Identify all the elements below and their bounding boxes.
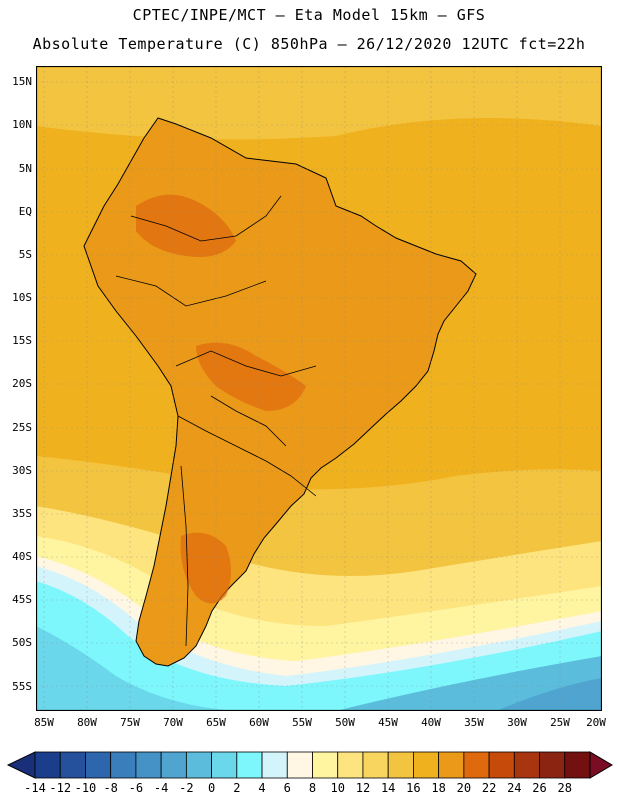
lat-label: 5S: [18, 248, 32, 261]
colorbar-segment: [362, 751, 389, 779]
colorbar-label: 24: [507, 781, 522, 795]
colorbar-over-arrow: [589, 751, 613, 779]
lon-label: 65W: [206, 716, 226, 729]
lon-label: 25W: [550, 716, 570, 729]
lat-label: 10N: [12, 118, 32, 131]
band-cyan2: [36, 626, 236, 711]
colorbar-segment: [312, 751, 339, 779]
lat-label: 25S: [12, 421, 32, 434]
colorbar-label: 28: [557, 781, 572, 795]
lat-label: 15S: [12, 334, 32, 347]
lon-label: 50W: [335, 716, 355, 729]
colorbar-segment: [463, 751, 490, 779]
colorbar-label: -2: [179, 781, 194, 795]
band-cyan: [36, 581, 602, 711]
colorbar-label: 16: [406, 781, 421, 795]
colorbar-segment: [513, 751, 540, 779]
lat-label: 55S: [12, 680, 32, 693]
colorbar: [6, 751, 613, 779]
colorbar-label: 14: [380, 781, 396, 795]
colorbar-segment: [337, 751, 364, 779]
lat-label: 20S: [12, 377, 32, 390]
colorbar-segment: [59, 751, 86, 779]
colorbar-segment: [135, 751, 162, 779]
colorbar-segment: [438, 751, 465, 779]
title-line-2: Absolute Temperature (C) 850hPa – 26/12/…: [32, 35, 586, 53]
hot-region-central: [196, 342, 306, 411]
lat-label: 10S: [12, 291, 32, 304]
lat-label: 15N: [12, 75, 32, 88]
colorbar-label: -10: [74, 781, 97, 795]
colorbar-segment: [185, 751, 212, 779]
hot-region-argentina: [180, 532, 231, 604]
lat-label: 30S: [12, 464, 32, 477]
title-line-1: CPTEC/INPE/MCT – Eta Model 15km – GFS: [132, 6, 486, 24]
colorbar-label: 0: [207, 781, 216, 795]
colorbar-label: 26: [532, 781, 547, 795]
colorbar-label: -14: [24, 781, 46, 795]
colorbar-segment: [110, 751, 137, 779]
colorbar-segment: [236, 751, 263, 779]
temperature-map: [36, 66, 602, 711]
colorbar-label: 4: [258, 781, 266, 795]
lon-label: 45W: [378, 716, 398, 729]
lat-label: 40S: [12, 550, 32, 563]
north-light-band: [36, 66, 602, 140]
colorbar-segment: [539, 751, 566, 779]
lat-label: EQ: [18, 205, 32, 218]
country-borders: [115, 195, 317, 647]
colorbar-label: 10: [330, 781, 345, 795]
lat-label: 50S: [12, 636, 32, 649]
lon-label: 60W: [249, 716, 269, 729]
lon-label: 70W: [163, 716, 183, 729]
colorbar-label: 2: [233, 781, 241, 795]
colorbar-under-arrow: [6, 751, 36, 779]
map-border: [36, 66, 602, 711]
lon-label: 80W: [77, 716, 97, 729]
lon-label: 85W: [34, 716, 54, 729]
colorbar-segment: [261, 751, 288, 779]
hot-region-amazon: [136, 194, 236, 257]
lon-label: 35W: [464, 716, 484, 729]
colorbar-label: 22: [481, 781, 497, 795]
colorbar-label: 20: [456, 781, 472, 795]
colorbar-label: -8: [103, 781, 118, 795]
colorbar-label: 12: [355, 781, 371, 795]
band-blue2: [496, 678, 602, 711]
colorbar-segment: [413, 751, 440, 779]
colorbar-label: -12: [49, 781, 72, 795]
lon-label: 30W: [507, 716, 527, 729]
lon-label: 40W: [421, 716, 441, 729]
lat-label: 5N: [18, 162, 32, 175]
colorbar-segment: [286, 751, 313, 779]
colorbar-label: 6: [283, 781, 291, 795]
colorbar-label: 8: [308, 781, 317, 795]
lon-label: 75W: [120, 716, 140, 729]
lon-label: 20W: [586, 716, 606, 729]
colorbar-label: -4: [153, 781, 169, 795]
colorbar-segment: [160, 751, 187, 779]
colorbar-segment: [34, 751, 61, 779]
colorbar-segment: [488, 751, 515, 779]
colorbar-segment: [564, 751, 591, 779]
lon-label: 55W: [292, 716, 312, 729]
colorbar-segment: [211, 751, 238, 779]
colorbar-label: -6: [128, 781, 144, 795]
lat-label: 45S: [12, 593, 32, 606]
colorbar-segment: [387, 751, 414, 779]
graticule: [36, 66, 602, 711]
lat-label: 35S: [12, 507, 32, 520]
colorbar-segment: [85, 751, 112, 779]
colorbar-label: 18: [431, 781, 446, 795]
